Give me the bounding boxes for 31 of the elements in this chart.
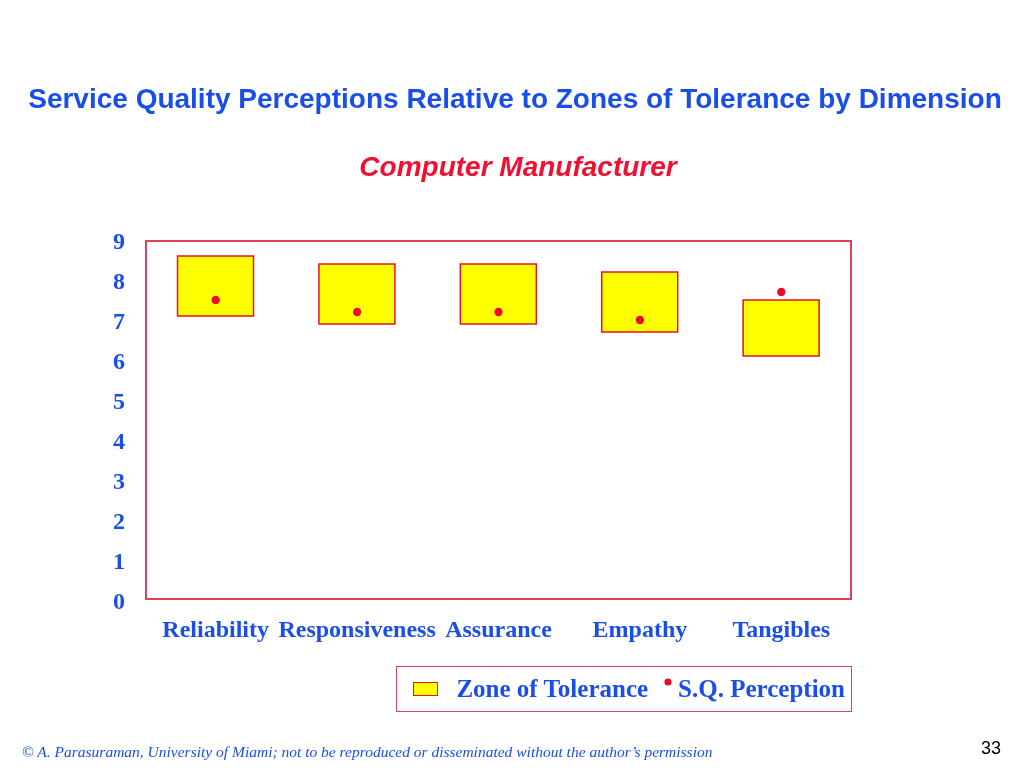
y-tick-label: 3 xyxy=(113,467,125,494)
text: © A. Parasuraman, University of Miami; not to be reproduced or disseminated without the author’s permission xyxy=(22,743,713,760)
text: 33 xyxy=(980,738,1001,758)
point xyxy=(494,307,503,317)
y-tick-label: 7 xyxy=(113,307,125,334)
bar xyxy=(176,255,255,317)
y-tick-label: 9 xyxy=(113,227,125,254)
x-tick-label: Responsiveness xyxy=(278,616,436,643)
x-tick-label: Assurance xyxy=(445,616,553,643)
bar xyxy=(318,263,396,325)
y-tick-label: 1 xyxy=(113,547,125,574)
point xyxy=(211,295,220,305)
y-tick-label: 2 xyxy=(113,507,125,534)
bar xyxy=(742,299,820,357)
chart-subtitle: Computer Manufacturer xyxy=(359,151,677,182)
x-tick-label: Empathy xyxy=(592,616,688,643)
x-tick-label: Tangibles xyxy=(732,616,831,643)
y-tick-label: 6 xyxy=(113,347,125,374)
y-tick-label: 4 xyxy=(113,427,125,454)
chart-title: Service Quality Perceptions Relative to Zones of Tolerance by Dimension xyxy=(28,83,1002,114)
legend-label: S.Q. Perception xyxy=(678,675,845,703)
bar xyxy=(459,263,538,325)
y-tick-label: 8 xyxy=(113,267,125,294)
legend-label: Zone of Tolerance xyxy=(456,675,649,703)
y-tick-label: 0 xyxy=(113,587,125,614)
point xyxy=(635,315,645,325)
bar xyxy=(600,271,679,333)
y-tick-label: 5 xyxy=(113,387,125,414)
point xyxy=(777,287,786,297)
x-tick-label: Reliability xyxy=(162,616,270,643)
point xyxy=(352,307,362,317)
